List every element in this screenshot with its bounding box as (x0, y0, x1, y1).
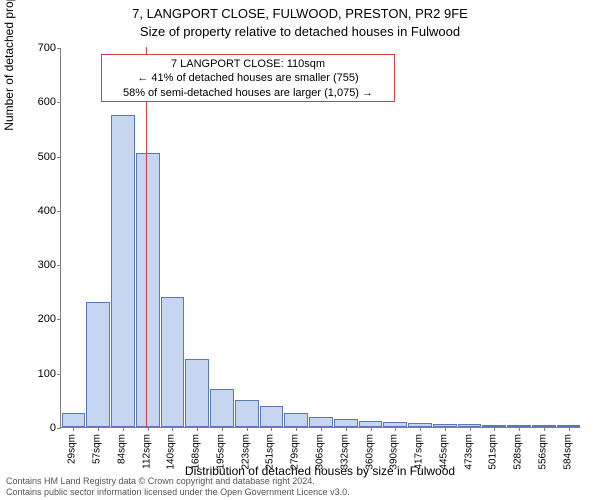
x-tick-label: 390sqm (389, 434, 400, 470)
histogram-bar (62, 413, 86, 427)
x-tick-label: 528sqm (513, 434, 524, 470)
footer-line-2: Contains public sector information licen… (6, 487, 350, 498)
x-tick-label: 417sqm (414, 434, 425, 470)
histogram-bar (161, 297, 185, 427)
x-tick-label: 112sqm (141, 434, 152, 469)
histogram-bar (309, 417, 333, 427)
y-tick-mark (57, 374, 61, 375)
annotation-box: 7 LANGPORT CLOSE: 110sqm← 41% of detache… (101, 54, 395, 102)
x-tick-mark (222, 427, 223, 431)
x-tick-mark (172, 427, 173, 431)
x-tick-mark (569, 427, 570, 431)
y-tick-mark (57, 211, 61, 212)
histogram-bar (86, 302, 110, 427)
histogram-bar (111, 115, 135, 427)
x-tick-label: 168sqm (191, 434, 202, 470)
x-tick-mark (346, 427, 347, 431)
x-tick-mark (98, 427, 99, 431)
y-tick-label: 400 (6, 205, 56, 217)
y-tick-mark (57, 319, 61, 320)
x-tick-mark (544, 427, 545, 431)
x-tick-label: 251sqm (265, 434, 276, 470)
x-tick-label: 360sqm (364, 434, 375, 470)
x-tick-label: 584sqm (562, 434, 573, 470)
x-tick-mark (321, 427, 322, 431)
histogram-bar (260, 406, 284, 427)
x-tick-label: 57sqm (92, 434, 103, 464)
x-tick-label: 556sqm (537, 434, 548, 470)
chart-container: 7, LANGPORT CLOSE, FULWOOD, PRESTON, PR2… (0, 0, 600, 500)
annotation-line: ← 41% of detached houses are smaller (75… (106, 71, 390, 85)
x-tick-label: 332sqm (339, 434, 350, 470)
x-tick-label: 501sqm (488, 434, 499, 470)
x-tick-mark (445, 427, 446, 431)
x-tick-mark (371, 427, 372, 431)
x-tick-mark (197, 427, 198, 431)
chart-title-main: 7, LANGPORT CLOSE, FULWOOD, PRESTON, PR2… (0, 6, 600, 21)
y-tick-label: 200 (6, 313, 56, 325)
x-tick-label: 29sqm (67, 434, 78, 464)
y-tick-mark (57, 102, 61, 103)
histogram-bar (284, 413, 308, 427)
histogram-bar (334, 419, 358, 427)
y-axis-label: Number of detached properties (2, 0, 16, 238)
y-tick-label: 100 (6, 368, 56, 380)
x-tick-label: 223sqm (240, 434, 251, 470)
x-tick-mark (247, 427, 248, 431)
x-tick-label: 84sqm (116, 434, 127, 464)
y-tick-mark (57, 157, 61, 158)
histogram-bar (235, 400, 259, 427)
chart-title-sub: Size of property relative to detached ho… (0, 24, 600, 39)
x-tick-mark (420, 427, 421, 431)
y-tick-mark (57, 265, 61, 266)
x-tick-mark (296, 427, 297, 431)
y-tick-label: 0 (6, 422, 56, 434)
y-tick-label: 600 (6, 96, 56, 108)
x-tick-mark (271, 427, 272, 431)
y-tick-mark (57, 428, 61, 429)
x-tick-label: 306sqm (315, 434, 326, 470)
histogram-bar (185, 359, 209, 427)
annotation-line: 7 LANGPORT CLOSE: 110sqm (106, 57, 390, 71)
x-tick-mark (123, 427, 124, 431)
x-tick-label: 473sqm (463, 434, 474, 470)
footer-attribution: Contains HM Land Registry data © Crown c… (6, 476, 350, 498)
x-tick-mark (519, 427, 520, 431)
plot-area: 7 LANGPORT CLOSE: 110sqm← 41% of detache… (60, 48, 580, 428)
x-tick-mark (494, 427, 495, 431)
x-tick-mark (148, 427, 149, 431)
y-tick-label: 300 (6, 259, 56, 271)
y-tick-label: 700 (6, 42, 56, 54)
x-tick-label: 195sqm (215, 434, 226, 470)
x-tick-label: 140sqm (166, 434, 177, 470)
y-tick-mark (57, 48, 61, 49)
histogram-bar (210, 389, 234, 427)
property-marker-line (146, 47, 147, 427)
histogram-bar (136, 153, 160, 427)
footer-line-1: Contains HM Land Registry data © Crown c… (6, 476, 350, 487)
x-tick-label: 279sqm (290, 434, 301, 470)
y-tick-label: 500 (6, 151, 56, 163)
x-tick-mark (395, 427, 396, 431)
x-tick-label: 445sqm (438, 434, 449, 470)
x-tick-mark (73, 427, 74, 431)
annotation-line: 58% of semi-detached houses are larger (… (106, 86, 390, 100)
x-tick-mark (470, 427, 471, 431)
